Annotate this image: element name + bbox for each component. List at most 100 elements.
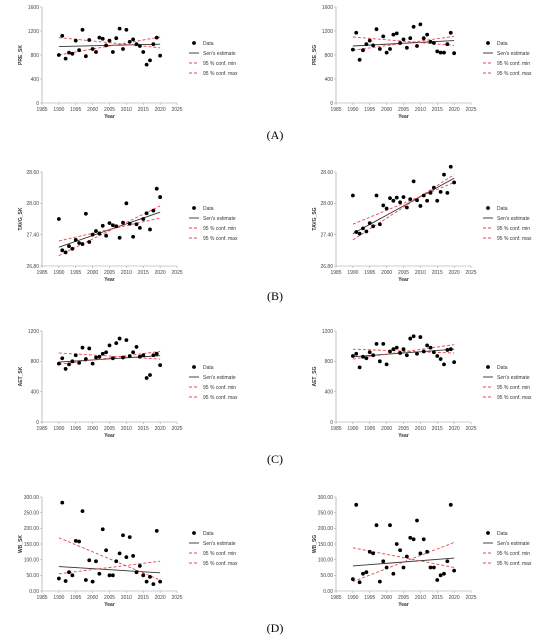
data-point bbox=[357, 57, 362, 62]
data-point bbox=[83, 54, 88, 59]
data-point bbox=[151, 353, 156, 358]
data-point bbox=[97, 354, 102, 359]
data-point bbox=[391, 347, 396, 352]
legend-label-conf-min: 95 % conf. min bbox=[497, 385, 530, 391]
data-point bbox=[408, 36, 413, 41]
x-tick-label: 2025 bbox=[171, 270, 182, 276]
data-point bbox=[448, 502, 453, 507]
data-point bbox=[442, 172, 446, 177]
data-point bbox=[67, 570, 71, 575]
y-axis-title: WB_SG bbox=[312, 535, 318, 553]
data-point bbox=[394, 195, 399, 200]
x-tick-label: 2000 bbox=[381, 107, 392, 113]
data-point bbox=[431, 350, 436, 355]
data-point bbox=[350, 577, 355, 581]
data-point bbox=[350, 193, 355, 198]
data-point bbox=[121, 533, 125, 538]
x-tick-label: 2015 bbox=[138, 270, 149, 276]
y-tick-label: 27.40 bbox=[320, 232, 333, 238]
data-point bbox=[431, 565, 436, 570]
sens-estimate-line bbox=[58, 43, 161, 48]
y-tick-label: 26.80 bbox=[26, 264, 39, 270]
data-point bbox=[104, 43, 109, 48]
x-tick-label: 2005 bbox=[104, 270, 115, 276]
y-tick-label: 1600 bbox=[322, 5, 333, 11]
legend-label-conf-max: 95 % conf. max bbox=[203, 395, 238, 401]
conf-min-line bbox=[58, 36, 161, 56]
y-tick-label: 800 bbox=[31, 53, 40, 59]
chart-7: 0.00 50.00 100.00 150.00 200.00 250.00 300.00 1… bbox=[18, 495, 238, 608]
data-point bbox=[151, 582, 156, 587]
data-point bbox=[158, 195, 163, 199]
y-tick-label: 50.00 bbox=[320, 573, 333, 579]
panel-label-b: (B) bbox=[267, 289, 283, 303]
data-point bbox=[144, 211, 149, 216]
y-tick-label: 100.00 bbox=[24, 557, 40, 563]
data-point bbox=[114, 224, 119, 229]
conf-min-line bbox=[58, 205, 161, 256]
x-axis-title: Year bbox=[104, 433, 115, 439]
x-tick-label: 2025 bbox=[465, 426, 476, 432]
x-tick-label: 2010 bbox=[415, 426, 426, 432]
data-point bbox=[452, 360, 457, 364]
data-point bbox=[100, 223, 105, 228]
data-point bbox=[144, 376, 149, 380]
data-point bbox=[141, 50, 146, 54]
data-point bbox=[404, 554, 409, 559]
x-tick-label: 2025 bbox=[171, 426, 182, 432]
data-point bbox=[60, 356, 65, 361]
data-point bbox=[114, 36, 119, 41]
data-point bbox=[148, 227, 152, 232]
data-point bbox=[391, 571, 396, 576]
x-tick-label: 2005 bbox=[104, 107, 115, 113]
y-tick-label: 400 bbox=[31, 389, 40, 395]
y-tick-label: 1200 bbox=[322, 329, 333, 335]
x-tick-label: 2005 bbox=[104, 595, 115, 601]
data-point bbox=[421, 537, 426, 542]
legend-label-sen: Sen's estimate bbox=[497, 51, 530, 57]
data-point bbox=[60, 248, 65, 253]
x-tick-label: 1990 bbox=[347, 107, 358, 113]
y-axis-title: PRE_SK bbox=[18, 45, 24, 65]
data-point bbox=[418, 335, 423, 339]
legend-marker-data bbox=[192, 531, 196, 535]
data-point bbox=[371, 551, 376, 556]
conf-min-line bbox=[352, 542, 455, 583]
data-point bbox=[374, 341, 379, 346]
chart-2: 0 400 800 1200 1600 1985 1990 1995 2000 2005 2010 2… bbox=[312, 5, 532, 120]
data-point bbox=[445, 559, 450, 564]
data-point bbox=[388, 523, 392, 528]
data-point bbox=[425, 549, 430, 554]
y-axis-title: WB_SK bbox=[18, 535, 24, 553]
data-point bbox=[141, 353, 146, 358]
data-point bbox=[148, 58, 152, 63]
data-point bbox=[404, 205, 409, 210]
data-point bbox=[435, 198, 440, 203]
data-point bbox=[134, 570, 139, 575]
data-point bbox=[151, 42, 156, 47]
y-tick-label: 200.00 bbox=[24, 526, 40, 532]
x-tick-label: 1985 bbox=[36, 426, 47, 432]
legend-label-conf-min: 95 % conf. min bbox=[203, 551, 236, 557]
data-point bbox=[137, 44, 142, 48]
data-point bbox=[83, 357, 88, 361]
data-point bbox=[104, 350, 109, 355]
data-point bbox=[415, 198, 419, 203]
legend-label-sen: Sen's estimate bbox=[497, 541, 530, 547]
data-point bbox=[70, 51, 75, 56]
data-point bbox=[394, 345, 399, 350]
y-tick-label: 250.00 bbox=[318, 510, 334, 516]
y-tick-label: 400 bbox=[31, 77, 40, 83]
data-point bbox=[117, 336, 122, 341]
x-tick-label: 2020 bbox=[155, 107, 166, 113]
data-point bbox=[452, 568, 457, 573]
legend-label-conf-min: 95 % conf. min bbox=[203, 61, 236, 67]
legend-label-conf-min: 95 % conf. min bbox=[203, 385, 236, 391]
data-point bbox=[394, 31, 399, 36]
legend-label-conf-max: 95 % conf. max bbox=[497, 395, 532, 401]
data-point bbox=[158, 579, 163, 584]
data-point bbox=[371, 224, 376, 229]
chart-8: 0.00 50.00 100.00 150.00 200.00 250.00 300.00 1… bbox=[312, 495, 532, 608]
x-tick-label: 2025 bbox=[171, 107, 182, 113]
x-tick-label: 1985 bbox=[330, 270, 341, 276]
